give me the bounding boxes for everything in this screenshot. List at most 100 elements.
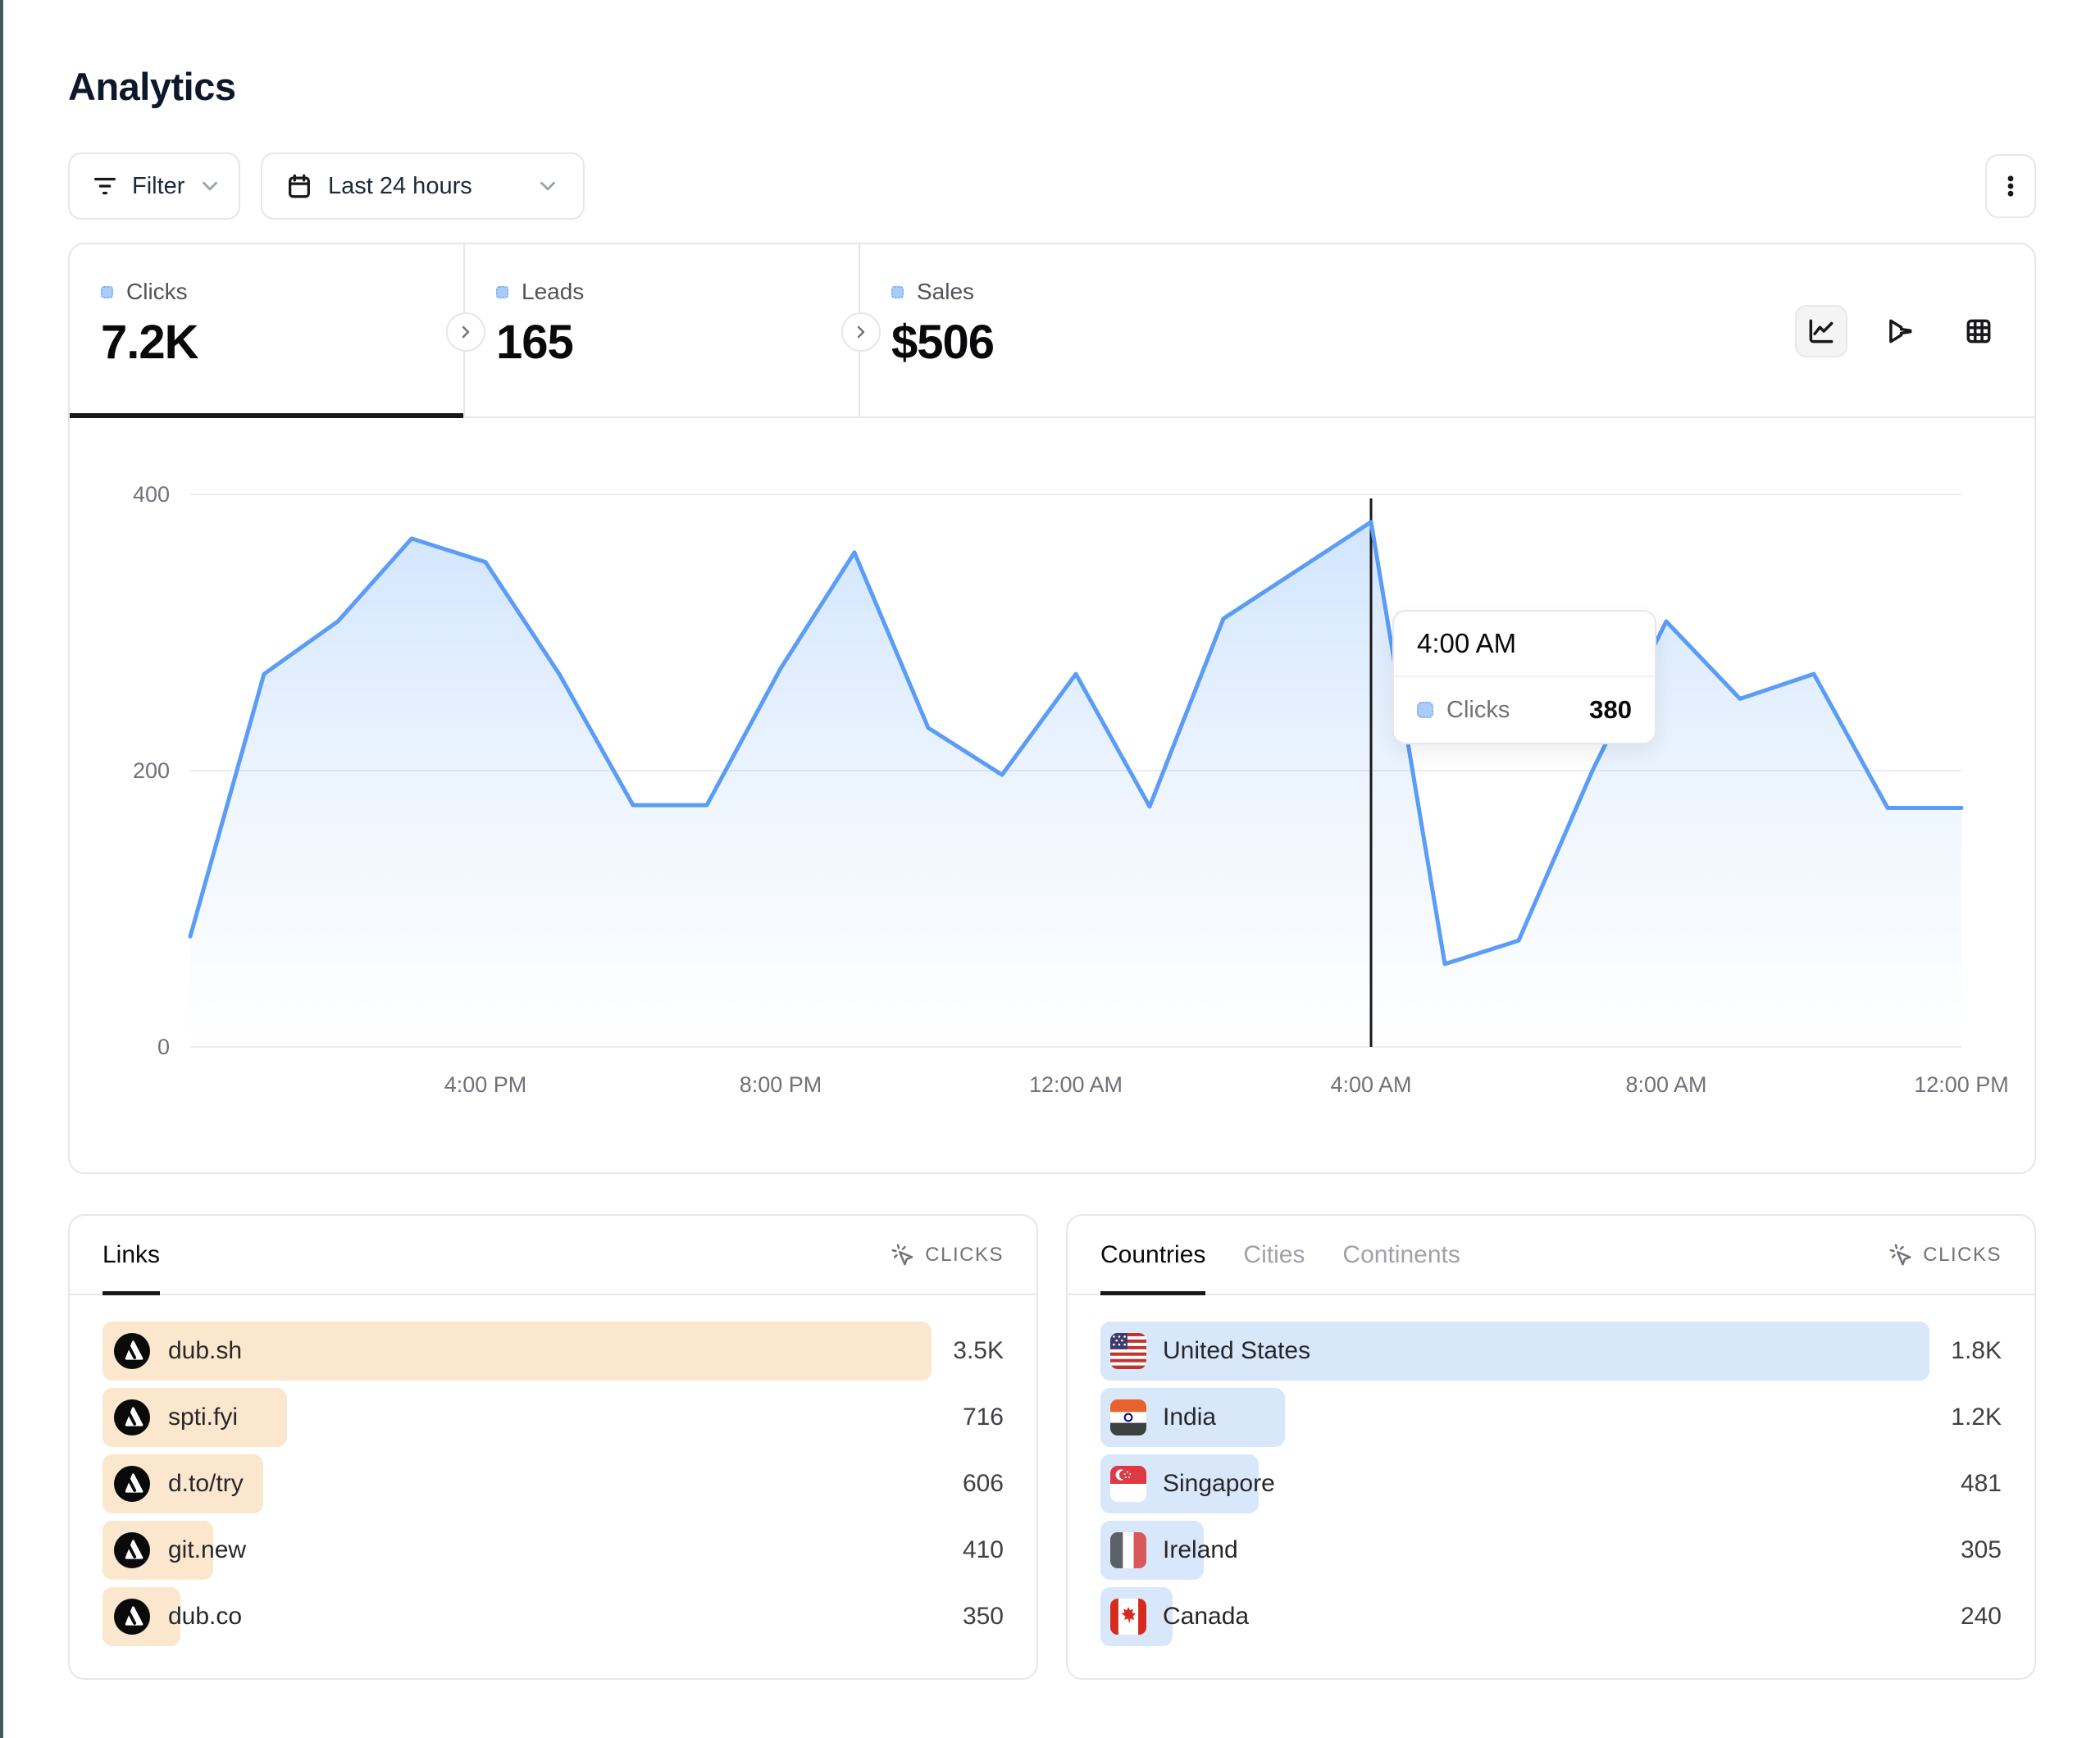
svg-text:0: 0 — [157, 1035, 170, 1059]
list-item-label: Ireland — [1163, 1536, 1238, 1563]
tab-leads[interactable]: Leads 165 — [465, 244, 860, 416]
chevron-right-icon — [851, 322, 871, 342]
countries-list: United States 1.8K India 1.2K Singapore 481 Ir… — [1068, 1295, 2034, 1646]
funnel-icon — [1884, 316, 1916, 347]
chart-tooltip: 4:00 AM Clicks 380 — [1392, 610, 1656, 744]
links-metric-selector[interactable]: CLICKS — [891, 1216, 1004, 1294]
stat-label: Sales — [917, 279, 975, 304]
list-item-label: United States — [1163, 1337, 1311, 1364]
list-item[interactable]: dub.co 350 — [102, 1587, 1004, 1646]
expand-clicks-button[interactable] — [446, 312, 485, 352]
dub-logo-icon — [112, 1398, 152, 1437]
list-item[interactable]: India 1.2K — [1100, 1388, 2002, 1447]
list-item-label: git.new — [168, 1536, 247, 1563]
tab-continents-label: Continents — [1342, 1240, 1460, 1268]
svg-text:4:00 AM: 4:00 AM — [1330, 1072, 1411, 1097]
list-item-value: 481 — [1960, 1470, 2002, 1497]
chart-type-toggle-group — [1795, 305, 2005, 357]
tooltip-series-label: Clicks — [1446, 696, 1510, 723]
list-item-label: Canada — [1163, 1603, 1250, 1630]
ca-flag-icon — [1110, 1599, 1146, 1635]
list-item-value: 1.8K — [1951, 1337, 2002, 1364]
chevron-down-icon — [535, 174, 560, 198]
date-range-label: Last 24 hours — [328, 172, 472, 199]
stat-value: $506 — [891, 316, 995, 369]
tab-cities-label: Cities — [1243, 1240, 1305, 1268]
tab-clicks[interactable]: Clicks 7.2K — [70, 244, 465, 418]
filter-button-label: Filter — [132, 172, 185, 199]
list-item-value: 1.2K — [1951, 1404, 2002, 1431]
chevron-down-icon — [198, 174, 222, 198]
list-item-label: dub.sh — [168, 1337, 243, 1364]
svg-text:8:00 PM: 8:00 PM — [740, 1072, 822, 1097]
list-item[interactable]: git.new 410 — [102, 1521, 1004, 1580]
countries-panel: Countries Cities Continents CLICKS Unite… — [1066, 1214, 2036, 1680]
clicks-time-series-chart[interactable]: 0 200 400 4:00 PM 8:00 PM 12:00 AM 4:00 AM 8:00… — [70, 418, 2034, 1172]
countries-metric-selector[interactable]: CLICKS — [1888, 1216, 2002, 1294]
dub-logo-icon — [112, 1464, 152, 1504]
tab-countries[interactable]: Countries — [1100, 1216, 1206, 1295]
tab-links[interactable]: Links — [102, 1216, 161, 1295]
date-range-button[interactable]: Last 24 hours — [261, 152, 585, 220]
list-item[interactable]: spti.fyi 716 — [102, 1388, 1004, 1447]
us-flag-icon — [1110, 1333, 1146, 1369]
svg-text:12:00 AM: 12:00 AM — [1029, 1072, 1123, 1097]
dub-logo-icon — [112, 1331, 152, 1371]
list-item-value: 716 — [962, 1404, 1004, 1431]
ie-flag-icon — [1110, 1532, 1146, 1568]
dub-logo-icon — [112, 1531, 152, 1570]
list-item-value: 350 — [962, 1603, 1004, 1630]
in-flag-icon — [1110, 1399, 1146, 1435]
expand-leads-button[interactable] — [841, 312, 881, 352]
cursor-click-icon — [891, 1243, 915, 1267]
list-item-value: 410 — [962, 1536, 1004, 1563]
cursor-click-icon — [1888, 1243, 1913, 1267]
tooltip-time: 4:00 AM — [1394, 612, 1655, 677]
list-item-label: Singapore — [1163, 1470, 1275, 1497]
tab-continents[interactable]: Continents — [1342, 1216, 1460, 1294]
links-list: dub.sh 3.5K spti.fyi 716 d.to/try 606 git.new 4… — [70, 1295, 1036, 1646]
funnel-view-button[interactable] — [1874, 305, 1926, 357]
links-metric-label: CLICKS — [925, 1243, 1004, 1266]
tab-sales[interactable]: Sales $506 — [860, 244, 1255, 416]
table-view-button[interactable] — [1952, 305, 2005, 357]
leads-legend-swatch — [496, 285, 508, 298]
svg-text:200: 200 — [133, 758, 170, 783]
svg-text:12:00 PM: 12:00 PM — [1914, 1072, 2009, 1097]
list-item[interactable]: United States 1.8K — [1100, 1322, 2002, 1381]
grid-table-icon — [1963, 316, 1994, 347]
kebab-menu-icon — [1997, 172, 2025, 200]
line-chart-view-button[interactable] — [1795, 305, 1847, 357]
stat-tabs-row: Clicks 7.2K Leads 165 Sales $506 — [70, 244, 2034, 418]
stat-label: Leads — [522, 279, 585, 304]
tab-cities[interactable]: Cities — [1243, 1216, 1305, 1294]
links-panel: Links CLICKS dub.sh 3.5K spti.fyi 716 d.to/t… — [68, 1214, 1038, 1680]
more-options-button[interactable] — [1985, 154, 2036, 218]
filter-icon — [91, 172, 119, 200]
list-item-value: 3.5K — [953, 1337, 1004, 1364]
list-item-value: 240 — [1960, 1603, 2002, 1630]
countries-metric-label: CLICKS — [1923, 1243, 2002, 1266]
list-item[interactable]: d.to/try 606 — [102, 1454, 1004, 1513]
list-item-label: India — [1163, 1404, 1217, 1431]
list-item[interactable]: dub.sh 3.5K — [102, 1322, 1004, 1381]
value-bar — [1100, 1322, 1930, 1381]
page-title: Analytics — [68, 65, 236, 108]
window-edge-strip — [0, 0, 3, 1738]
svg-text:4:00 PM: 4:00 PM — [444, 1072, 527, 1097]
list-item-label: d.to/try — [168, 1470, 244, 1497]
svg-text:8:00 AM: 8:00 AM — [1625, 1072, 1706, 1097]
tab-countries-label: Countries — [1100, 1240, 1206, 1268]
tooltip-value: 380 — [1589, 695, 1632, 724]
dub-logo-icon — [112, 1597, 152, 1636]
list-item-label: spti.fyi — [168, 1404, 239, 1431]
list-item[interactable]: Ireland 305 — [1100, 1521, 2002, 1580]
svg-text:400: 400 — [133, 482, 170, 507]
list-item[interactable]: Singapore 481 — [1100, 1454, 2002, 1513]
filter-button[interactable]: Filter — [68, 152, 240, 220]
stat-label: Clicks — [126, 279, 188, 304]
analytics-card: Clicks 7.2K Leads 165 Sales $506 — [68, 243, 2036, 1174]
calendar-icon — [285, 172, 313, 200]
list-item[interactable]: Canada 240 — [1100, 1587, 2002, 1646]
tooltip-legend-swatch — [1417, 702, 1433, 718]
